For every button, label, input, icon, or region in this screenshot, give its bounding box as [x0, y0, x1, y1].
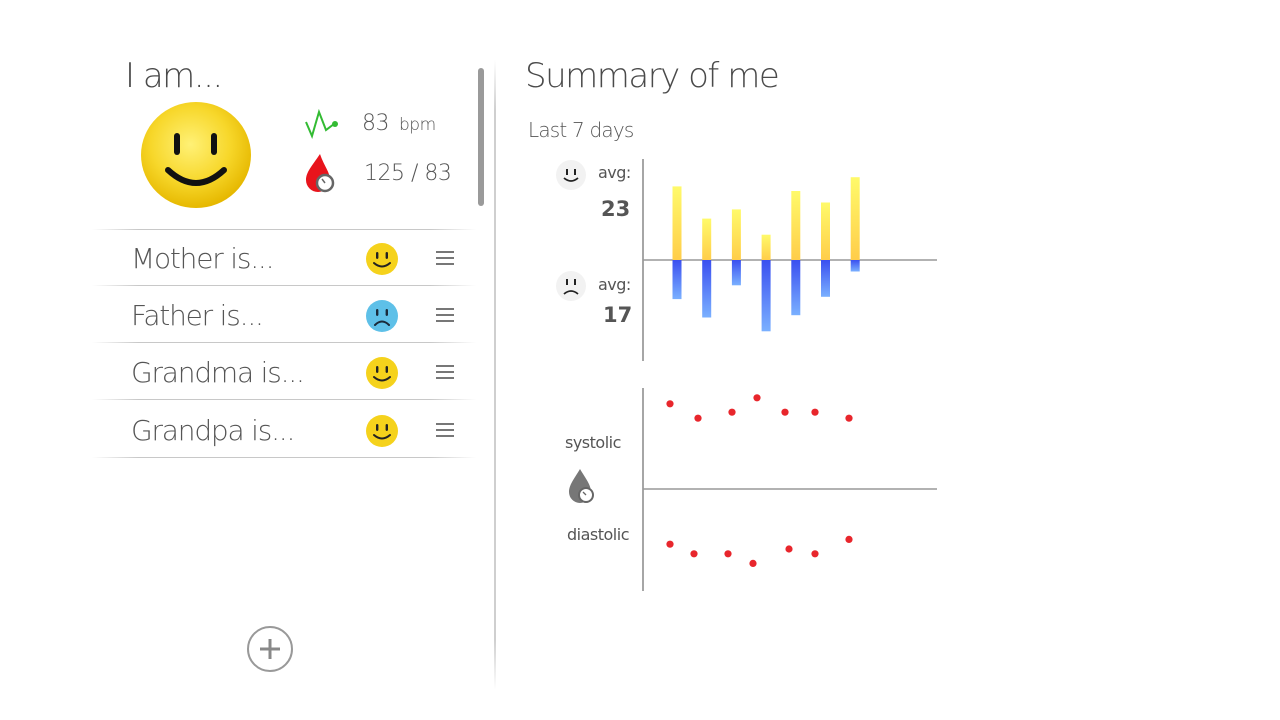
family-row-mother[interactable]: Mother is...: [92, 230, 476, 286]
happy-avg-value: 23: [601, 197, 631, 221]
summary-title: Summary of me: [525, 56, 780, 96]
sad-bar: [821, 260, 830, 297]
diastolic-label: diastolic: [567, 525, 630, 544]
systolic-dot: [811, 408, 819, 416]
me-title: I am...: [125, 56, 223, 96]
list-top-divider: [92, 229, 476, 230]
sad-avg-value: 17: [603, 303, 633, 327]
happy-bar: [702, 218, 712, 260]
happy-face-icon: [556, 160, 586, 190]
menu-icon[interactable]: [436, 423, 454, 437]
menu-icon[interactable]: [436, 308, 454, 322]
diastolic-dot: [690, 550, 698, 558]
systolic-dot: [845, 414, 853, 422]
sad-bar: [791, 260, 801, 316]
systolic-dot: [753, 394, 761, 402]
blood-pressure-chart: [642, 388, 937, 591]
happy-bar: [791, 191, 801, 260]
systolic-dot: [694, 414, 702, 422]
diastolic-dot: [749, 559, 757, 567]
systolic-dot: [666, 400, 674, 408]
diastolic-dot: [666, 540, 674, 548]
sad-bar: [702, 260, 712, 318]
heart-rate-value: 83: [362, 111, 390, 136]
diastolic-dot: [811, 550, 819, 558]
happy-avg-label: avg:: [598, 163, 631, 182]
plus-icon: [260, 639, 280, 659]
happy-face-icon: [366, 243, 398, 275]
period-label: Last 7 days: [528, 118, 634, 142]
happy-face-icon: [141, 102, 251, 208]
sad-bar: [850, 260, 860, 272]
systolic-dot: [781, 408, 789, 416]
blood-pressure-value: 125 / 83: [364, 161, 452, 186]
happy-face-icon: [366, 357, 398, 389]
menu-icon[interactable]: [436, 251, 454, 265]
happy-bar: [821, 202, 830, 260]
member-label: Grandpa is...: [131, 414, 295, 447]
diastolic-dot: [845, 535, 853, 543]
sad-face-icon: [366, 300, 398, 332]
menu-icon[interactable]: [436, 365, 454, 379]
happy-bar: [672, 186, 682, 260]
systolic-dot: [728, 408, 736, 416]
sad-bar: [761, 260, 771, 332]
heart-rate-icon: [305, 108, 338, 139]
add-member-button[interactable]: [246, 625, 294, 673]
member-label: Mother is...: [131, 242, 275, 275]
heart-rate-unit: bpm: [399, 115, 436, 135]
happy-face-icon: [366, 415, 398, 447]
sad-face-icon: [556, 271, 586, 301]
diastolic-dot: [724, 550, 732, 558]
happy-bar: [731, 209, 741, 260]
family-row-grandpa[interactable]: Grandpa is...: [92, 402, 476, 458]
blood-pressure-icon: [306, 154, 335, 193]
family-row-grandma[interactable]: Grandma is...: [92, 344, 476, 400]
panel-divider: [494, 60, 496, 690]
systolic-label: systolic: [565, 433, 621, 452]
diastolic-dot: [785, 545, 793, 553]
sad-bar: [672, 260, 682, 300]
happy-bar: [761, 234, 771, 260]
happy-bar: [850, 177, 860, 260]
sad-avg-label: avg:: [598, 275, 631, 294]
mood-chart: [642, 159, 937, 361]
heart-rate-readout: 83 bpm: [362, 111, 436, 136]
member-label: Grandma is...: [131, 356, 305, 389]
member-label: Father is...: [131, 299, 264, 332]
sad-bar: [731, 260, 741, 286]
blood-drop-icon: [569, 469, 594, 503]
scrollbar-thumb[interactable]: [478, 68, 484, 206]
family-row-father[interactable]: Father is...: [92, 287, 476, 343]
